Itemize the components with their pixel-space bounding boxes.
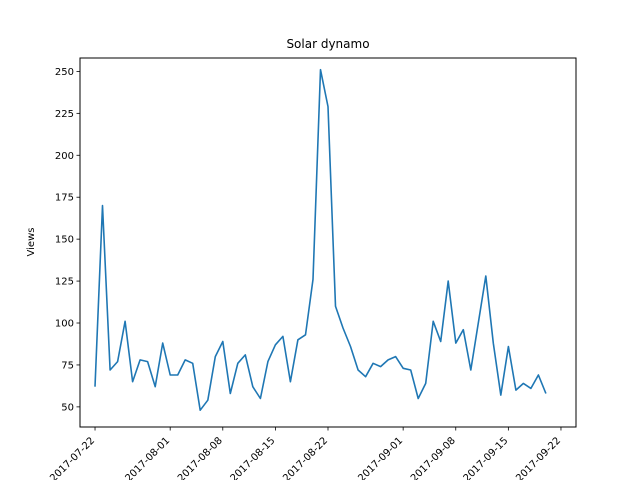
- y-tick-label: 75: [61, 360, 74, 371]
- series-line: [94, 68, 547, 412]
- plot-frame: [79, 57, 577, 428]
- y-tick-label: 175: [55, 193, 74, 204]
- y-tick-label: 100: [55, 319, 74, 330]
- plot-area: [94, 68, 547, 412]
- y-tick-label: 200: [55, 151, 74, 162]
- y-axis: 50 75 100 125 150 175 200 225 250: [55, 67, 80, 413]
- y-tick-label: 225: [55, 109, 74, 120]
- chart-title: Solar dynamo: [286, 37, 369, 51]
- y-tick-label: 125: [55, 277, 74, 288]
- y-tick-label: 150: [55, 235, 74, 246]
- y-tick-label: 250: [55, 67, 74, 78]
- y-axis-label: Views: [26, 228, 37, 257]
- y-tick-label: 50: [61, 402, 74, 413]
